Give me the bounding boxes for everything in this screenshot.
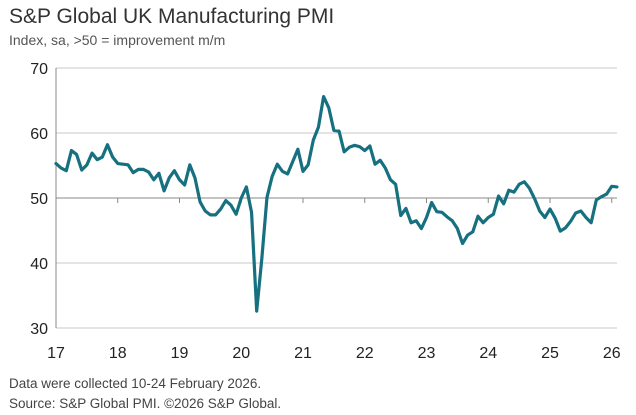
x-tick-label: 21 <box>294 345 312 362</box>
x-tick-label: 23 <box>418 345 436 362</box>
x-tick-label: 22 <box>356 345 374 362</box>
y-tick-label: 50 <box>30 191 48 208</box>
x-tick-label: 24 <box>479 345 497 362</box>
footer-note: Data were collected 10-24 February 2026. <box>9 376 262 391</box>
x-tick-label: 25 <box>541 345 559 362</box>
y-tick-label: 30 <box>30 321 48 338</box>
footer-source: Source: S&P Global PMI. ©2026 S&P Global… <box>9 396 282 411</box>
x-tick-label: 18 <box>109 345 127 362</box>
y-tick-label: 70 <box>30 61 48 78</box>
x-tick-label: 17 <box>47 345 65 362</box>
chart-subtitle: Index, sa, >50 = improvement m/m <box>9 32 226 48</box>
x-tick-label: 20 <box>232 345 250 362</box>
x-tick-label: 19 <box>171 345 189 362</box>
x-tick-label: 26 <box>603 345 621 362</box>
y-tick-label: 60 <box>30 126 48 143</box>
y-tick-label: 40 <box>30 256 48 273</box>
pmi-series-line <box>54 94 619 313</box>
chart-title: S&P Global UK Manufacturing PMI <box>9 5 335 28</box>
